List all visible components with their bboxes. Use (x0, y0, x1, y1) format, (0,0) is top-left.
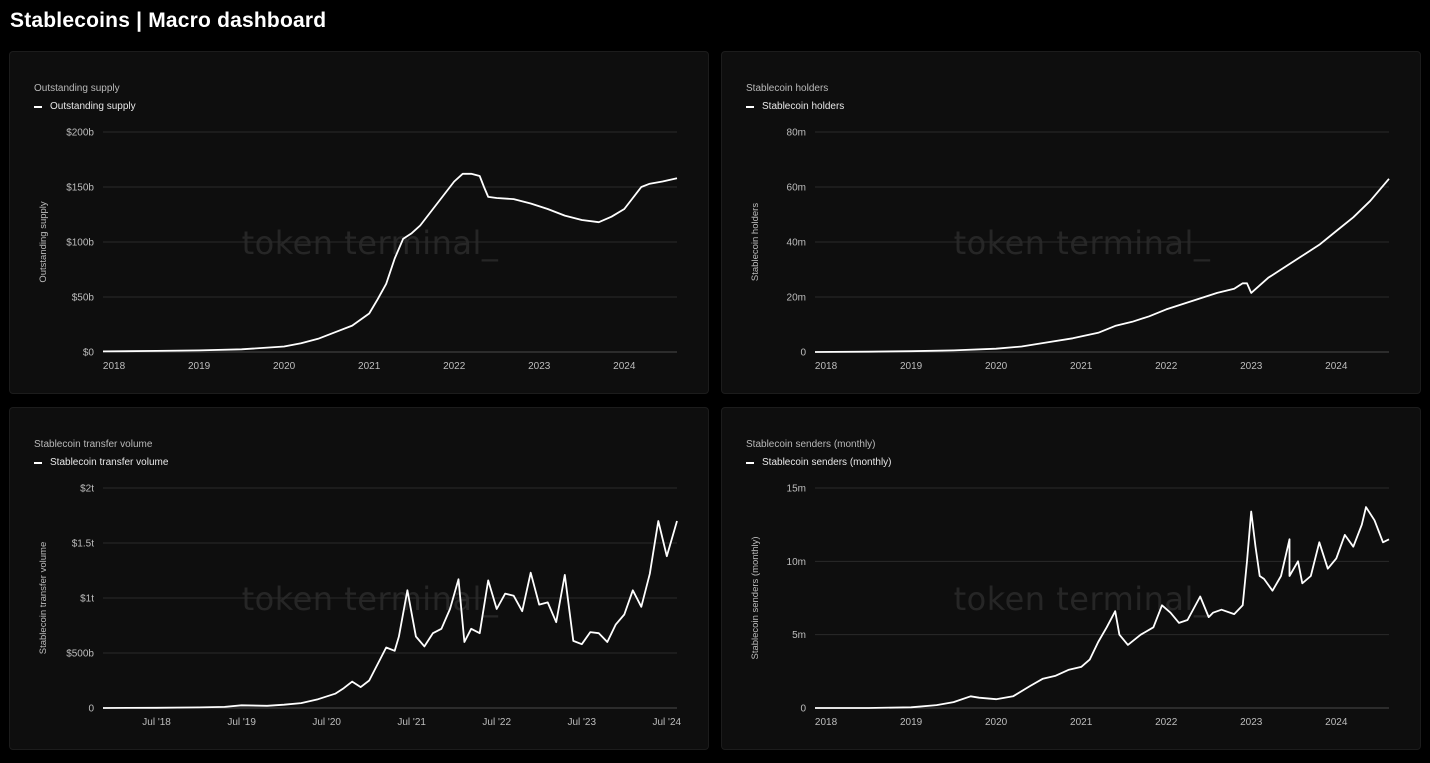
chart-title: Stablecoin senders (monthly) (746, 439, 876, 450)
x-tick-label: 2020 (273, 361, 296, 372)
legend-label: Stablecoin holders (762, 101, 845, 112)
legend-label: Stablecoin transfer volume (50, 457, 169, 468)
y-tick-label: 0 (800, 348, 806, 359)
y-axis-label: Stablecoin senders (monthly) (750, 536, 761, 659)
x-tick-label: 2019 (188, 361, 211, 372)
legend-swatch (34, 461, 42, 464)
transfer-volume-panel: token terminal_ 0 $500b $1t $1.5t $2t Jul '18 J… (9, 407, 709, 750)
y-tick-label: 0 (88, 704, 94, 715)
chart-svg: token terminal_ 0 20m 40m 60m 80m 2018 2019 2020… (750, 128, 1390, 372)
x-tick-label: 2021 (358, 361, 381, 372)
y-axis-label: Outstanding supply (38, 201, 49, 283)
series-line (815, 506, 1390, 709)
x-tick-label: 2018 (815, 361, 838, 372)
x-tick-label: 2023 (528, 361, 551, 372)
x-tick-label: Jul '21 (397, 717, 426, 728)
y-tick-label: $2t (80, 484, 94, 495)
watermark-text: token terminal_ (242, 224, 499, 262)
chart-title: Outstanding supply (34, 83, 120, 94)
y-tick-label: $200b (66, 128, 94, 139)
x-tick-label: 2021 (1070, 717, 1093, 728)
x-tick-label: 2024 (1325, 717, 1348, 728)
y-tick-label: 20m (787, 293, 806, 304)
outstanding-supply-panel: token terminal_ $0 $50b $100b $150b $200b 2018… (9, 51, 709, 394)
x-tick-label: Jul '24 (652, 717, 681, 728)
legend-label: Stablecoin senders (monthly) (762, 457, 892, 468)
y-tick-label: 5m (792, 630, 806, 641)
x-tick-label: Jul '18 (142, 717, 171, 728)
chart-legend[interactable]: Stablecoin transfer volume (34, 457, 168, 468)
y-tick-label: $50b (72, 293, 95, 304)
legend-swatch (746, 461, 754, 464)
y-tick-label: $150b (66, 183, 94, 194)
x-tick-label: 2020 (985, 717, 1008, 728)
y-tick-label: 80m (787, 128, 806, 139)
page-title: Stablecoins | Macro dashboard (10, 9, 327, 32)
watermark-text: token terminal_ (954, 580, 1211, 618)
x-tick-label: 2022 (1155, 361, 1178, 372)
x-tick-label: 2022 (1155, 717, 1178, 728)
stablecoin-holders-panel: token terminal_ 0 20m 40m 60m 80m 2018 2019 2020… (721, 51, 1421, 394)
x-tick-label: 2023 (1240, 361, 1263, 372)
y-tick-label: 15m (787, 484, 806, 495)
y-tick-label: $500b (66, 649, 94, 660)
y-tick-label: 10m (787, 557, 806, 568)
x-tick-label: 2023 (1240, 717, 1263, 728)
y-tick-label: $1t (80, 594, 94, 605)
y-tick-label: $1.5t (72, 539, 94, 550)
x-tick-label: 2021 (1070, 361, 1093, 372)
x-tick-label: 2024 (613, 361, 636, 372)
legend-label: Outstanding supply (50, 101, 136, 112)
x-tick-label: 2018 (815, 717, 838, 728)
y-tick-label: $0 (83, 348, 95, 359)
x-tick-label: 2019 (900, 717, 923, 728)
chart-title: Stablecoin holders (746, 83, 829, 94)
y-tick-label: $100b (66, 238, 94, 249)
x-tick-label: Jul '19 (227, 717, 256, 728)
y-tick-label: 60m (787, 183, 806, 194)
x-tick-label: Jul '20 (312, 717, 341, 728)
legend-swatch (746, 105, 754, 108)
x-tick-label: Jul '23 (567, 717, 596, 728)
x-tick-label: 2018 (103, 361, 126, 372)
y-tick-label: 40m (787, 238, 806, 249)
chart-svg: token terminal_ 0 5m 10m 15m 2018 2019 2020 2021… (750, 484, 1390, 728)
y-tick-label: 0 (800, 704, 806, 715)
chart-svg: token terminal_ $0 $50b $100b $150b $200b 2018… (38, 128, 678, 372)
legend-swatch (34, 105, 42, 108)
series-line (102, 520, 678, 709)
x-tick-label: 2019 (900, 361, 923, 372)
y-axis-label: Stablecoin holders (750, 203, 761, 281)
monthly-senders-panel: token terminal_ 0 5m 10m 15m 2018 2019 2020 2021… (721, 407, 1421, 750)
chart-legend[interactable]: Stablecoin senders (monthly) (746, 457, 892, 468)
chart-title: Stablecoin transfer volume (34, 439, 153, 450)
x-tick-label: 2020 (985, 361, 1008, 372)
x-tick-label: Jul '22 (482, 717, 511, 728)
chart-legend[interactable]: Stablecoin holders (746, 101, 844, 112)
series-line (814, 178, 1390, 353)
x-tick-label: 2022 (443, 361, 466, 372)
x-tick-label: 2024 (1325, 361, 1348, 372)
series-line (102, 172, 678, 353)
watermark-text: token terminal_ (954, 224, 1211, 262)
y-axis-label: Stablecoin transfer volume (38, 542, 49, 654)
chart-legend[interactable]: Outstanding supply (34, 101, 136, 112)
